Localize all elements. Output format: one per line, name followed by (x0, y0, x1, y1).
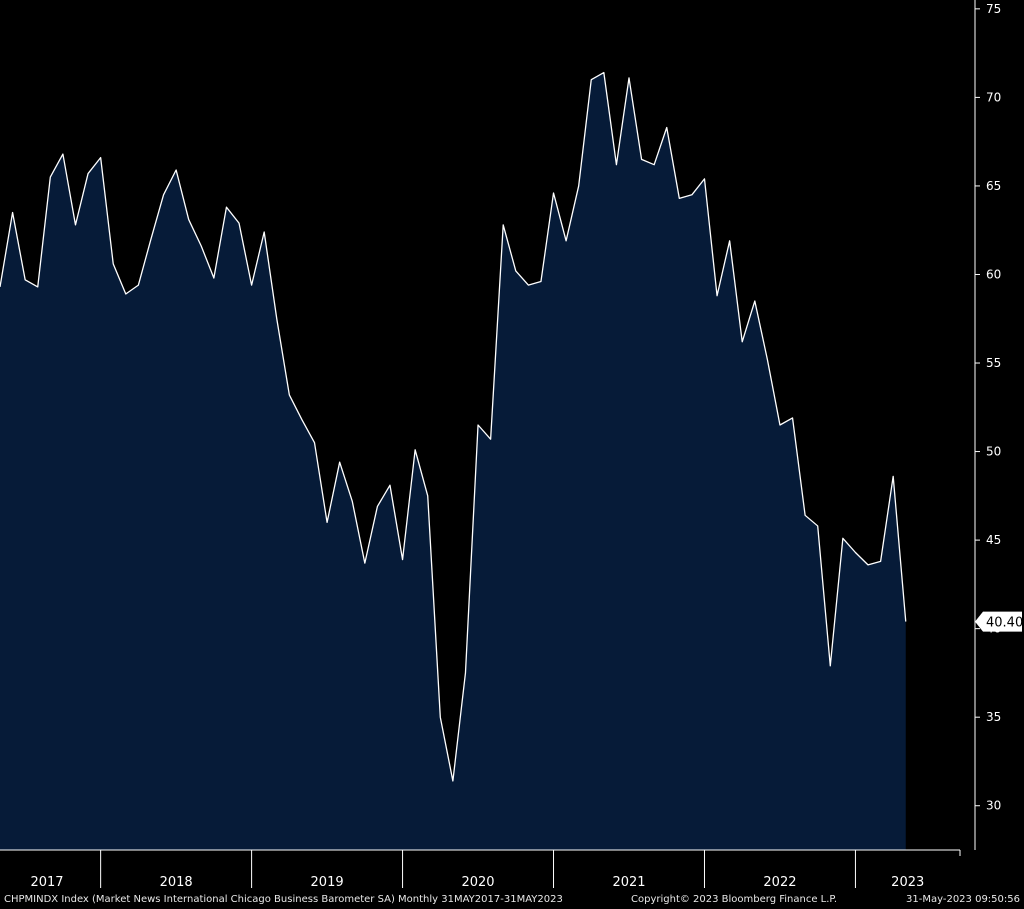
x-tick-label: 2018 (160, 875, 193, 890)
footer-description: CHPMINDX Index (Market News Internationa… (4, 894, 563, 905)
y-tick-label: 30 (986, 799, 1001, 813)
footer-timestamp: 31-May-2023 09:50:56 (906, 894, 1020, 905)
y-tick-label: 45 (986, 533, 1001, 547)
footer: CHPMINDX Index (Market News Internationa… (0, 889, 1024, 909)
area-fill (0, 72, 906, 851)
x-axis: 2017 2018 2019 2020 2021 2022 2023 (0, 849, 961, 890)
x-tick-label: 2019 (311, 875, 344, 890)
y-tick-label: 75 (986, 2, 1001, 16)
x-tick-label: 2022 (763, 875, 796, 890)
x-tick-label: 2023 (891, 875, 924, 890)
x-tick-label: 2017 (30, 875, 63, 890)
last-value-text: 40.40 (986, 616, 1023, 631)
last-value-badge (975, 611, 1022, 632)
y-tick-label: 60 (986, 267, 1001, 281)
y-tick-label: 70 (986, 90, 1001, 104)
y-tick-label: 35 (986, 710, 1001, 724)
footer-copyright: Copyright© 2023 Bloomberg Finance L.P. (631, 894, 838, 905)
x-tick-label: 2020 (461, 875, 494, 890)
series-line (0, 71, 907, 782)
last-value-label: 40.40 (975, 611, 1023, 632)
y-tick-label: 65 (986, 179, 1001, 193)
y-tick-label: 55 (986, 356, 1001, 370)
y-tick-label: 50 (986, 445, 1001, 459)
x-tick-label: 2021 (612, 875, 645, 890)
